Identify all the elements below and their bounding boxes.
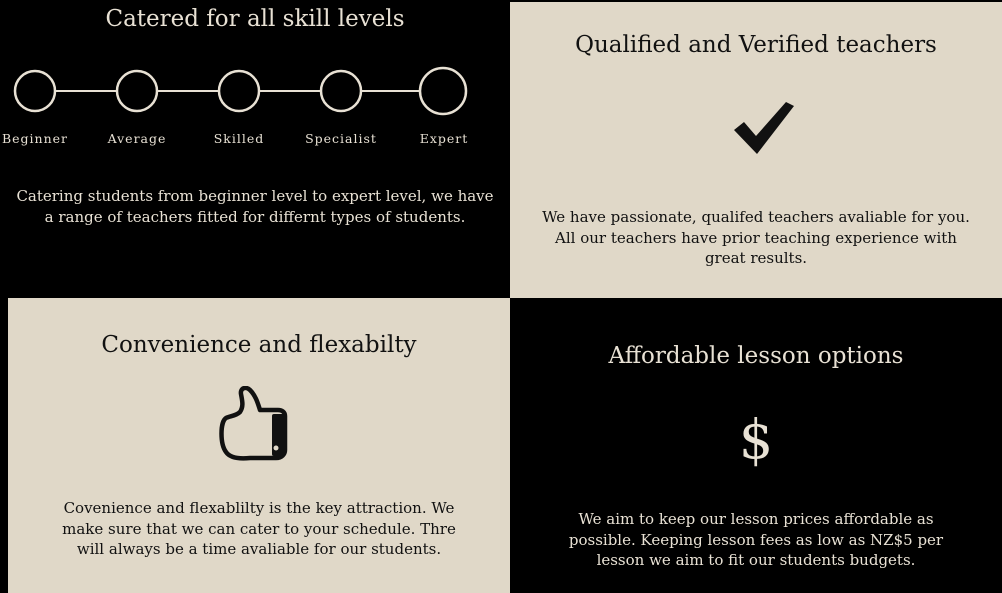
description-line: Catering students from beginner level to… bbox=[16, 187, 494, 205]
description-line: We aim to keep our lesson prices afforda… bbox=[578, 510, 934, 528]
level-label-average: Average bbox=[107, 131, 167, 146]
level-label-skilled: Skilled bbox=[213, 131, 265, 146]
description-line: make sure that we can cater to your sche… bbox=[62, 519, 456, 538]
qualified-teachers-title: Qualified and Verified teachers bbox=[575, 32, 937, 58]
description-line: will always be a time avaliable for our … bbox=[76, 540, 442, 558]
description-line: Covenience and flexablilty is the key at… bbox=[63, 499, 455, 517]
affordable-panel: Affordable lesson options $ We aim to ke… bbox=[510, 298, 1002, 593]
description-line: possible. Keeping lesson fees as low as … bbox=[568, 530, 944, 549]
affordable-description: We aim to keep our lesson prices afforda… bbox=[510, 509, 1002, 571]
convenience-panel: Convenience and flexabilty Covenience an… bbox=[8, 298, 510, 593]
description-line: lesson we aim to fit our students budget… bbox=[596, 551, 916, 569]
dollar-icon: $ bbox=[738, 408, 774, 471]
skill-levels-title: Catered for all skill levels bbox=[105, 6, 405, 32]
level-node-expert bbox=[418, 66, 468, 116]
level-node-average bbox=[115, 69, 159, 113]
description-line: a range of teachers fitted for differnt … bbox=[44, 207, 466, 226]
description-line: great results. bbox=[704, 249, 808, 267]
checkmark-icon bbox=[734, 102, 794, 154]
qualified-teachers-panel: Qualified and Verified teachers We have … bbox=[510, 2, 1002, 298]
level-label-beginner: Beginner bbox=[1, 131, 69, 146]
skill-levels-description: Catering students from beginner level to… bbox=[0, 186, 510, 227]
level-label-expert: Expert bbox=[419, 131, 469, 146]
level-node-specialist bbox=[319, 69, 363, 113]
thumbs-up-icon bbox=[219, 386, 288, 461]
qualified-teachers-description: We have passionate, qualifed teachers av… bbox=[510, 207, 1002, 269]
description-line: We have passionate, qualifed teachers av… bbox=[542, 208, 970, 226]
level-node-beginner bbox=[13, 69, 57, 113]
convenience-title: Convenience and flexabilty bbox=[101, 332, 417, 358]
description-line: All our teachers have prior teaching exp… bbox=[555, 228, 957, 247]
level-label-specialist: Specialist bbox=[305, 131, 377, 146]
affordable-title: Affordable lesson options bbox=[608, 343, 904, 369]
skill-level-timeline bbox=[13, 66, 468, 116]
level-node-skilled bbox=[217, 69, 261, 113]
skill-levels-panel: Catered for all skill levels Beginner Av… bbox=[0, 0, 510, 298]
convenience-description: Covenience and flexablilty is the key at… bbox=[8, 498, 510, 560]
